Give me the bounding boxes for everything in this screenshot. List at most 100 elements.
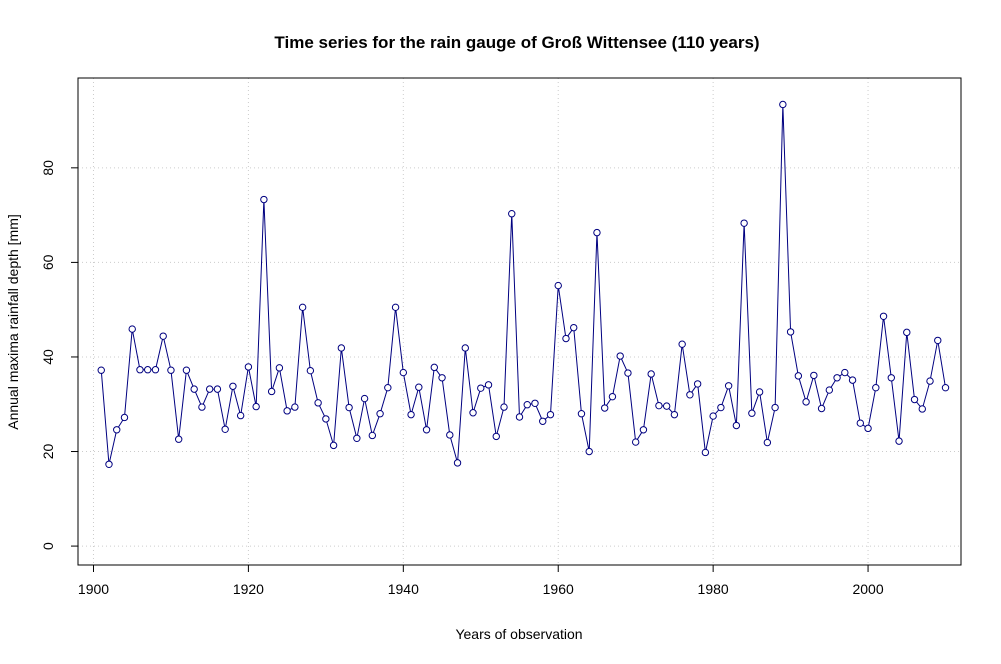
data-point xyxy=(337,344,346,352)
data-point xyxy=(120,413,129,422)
data-point xyxy=(732,421,741,430)
data-point xyxy=(353,434,361,442)
x-tick-label: 1900 xyxy=(78,581,109,597)
data-point xyxy=(500,403,508,411)
data-point xyxy=(477,384,485,392)
data-point xyxy=(275,364,284,372)
data-point xyxy=(438,374,446,382)
y-tick-label: 60 xyxy=(40,254,56,270)
data-point xyxy=(755,388,764,396)
data-point xyxy=(577,409,586,418)
data-point xyxy=(236,411,245,420)
data-point xyxy=(724,382,733,390)
data-point xyxy=(779,100,787,109)
data-point xyxy=(229,382,237,390)
data-point xyxy=(763,438,772,447)
data-point xyxy=(686,391,694,399)
data-point xyxy=(717,403,725,412)
data-point xyxy=(701,448,710,457)
x-axis-label: Years of observation xyxy=(455,626,582,642)
data-point xyxy=(531,399,539,407)
data-point xyxy=(879,312,888,320)
data-point xyxy=(786,328,795,336)
data-point xyxy=(825,386,834,394)
data-point xyxy=(329,441,338,450)
data-point xyxy=(461,344,469,352)
data-point xyxy=(771,403,779,412)
y-tick-label: 40 xyxy=(40,349,56,365)
data-point xyxy=(322,415,330,423)
data-point xyxy=(570,323,578,332)
x-tick-label: 1920 xyxy=(233,581,264,597)
data-point xyxy=(856,419,865,427)
x-axis: 1900 1920 1940 1960 1980 2000 xyxy=(78,565,884,597)
data-point xyxy=(399,368,408,377)
data-point xyxy=(887,374,895,382)
data-point xyxy=(709,412,717,420)
data-point xyxy=(182,366,191,374)
data-point xyxy=(391,303,400,312)
y-tick-label: 0 xyxy=(40,542,56,550)
plot-box xyxy=(77,77,962,566)
data-point xyxy=(895,437,903,445)
data-point xyxy=(554,281,562,290)
data-point xyxy=(144,366,152,374)
data-point xyxy=(810,371,818,380)
data-point xyxy=(918,405,926,413)
data-point xyxy=(608,392,617,401)
data-point xyxy=(136,366,144,374)
data-point xyxy=(252,402,260,411)
data-point xyxy=(601,404,609,412)
data-point xyxy=(368,431,377,440)
data-point xyxy=(291,403,299,411)
data-point xyxy=(492,432,500,441)
data-point xyxy=(167,366,175,374)
y-axis-label: Annual maxima rainfall depth [mm] xyxy=(5,214,21,430)
data-point xyxy=(926,377,934,385)
data-point xyxy=(639,426,648,434)
data-point xyxy=(128,325,136,333)
x-tick-label: 1980 xyxy=(698,581,729,597)
data-point xyxy=(415,383,423,391)
data-point xyxy=(748,409,756,417)
data-point xyxy=(864,424,872,433)
data-point xyxy=(376,409,384,418)
data-point xyxy=(174,435,183,443)
chart-title: Time series for the rain gauge of Groß W… xyxy=(274,33,759,52)
data-point xyxy=(508,209,516,218)
x-tick-label: 1940 xyxy=(388,581,419,597)
data-point xyxy=(515,413,524,421)
data-point xyxy=(190,385,198,393)
series-line xyxy=(100,104,947,465)
data-point xyxy=(360,394,369,403)
data-point xyxy=(802,398,810,406)
data-point xyxy=(546,410,555,419)
data-point xyxy=(97,366,105,374)
data-point xyxy=(221,425,229,434)
data-point xyxy=(872,383,880,392)
data-point xyxy=(469,409,477,417)
data-point xyxy=(283,407,291,415)
data-point xyxy=(662,402,671,410)
y-tick-label: 80 xyxy=(40,160,56,176)
data-point xyxy=(105,460,113,468)
data-point xyxy=(934,336,942,345)
data-point xyxy=(430,363,438,372)
series-plot xyxy=(97,100,950,468)
grid xyxy=(78,78,961,565)
data-point xyxy=(903,328,911,337)
data-point xyxy=(267,387,276,396)
data-point xyxy=(585,447,593,456)
data-point xyxy=(624,369,632,377)
data-point xyxy=(159,332,167,340)
data-point xyxy=(794,372,803,380)
data-point xyxy=(198,403,206,411)
data-point xyxy=(740,219,748,227)
data-point xyxy=(678,340,686,348)
x-tick-label: 1960 xyxy=(543,581,574,597)
data-point xyxy=(647,370,655,378)
data-point xyxy=(113,426,121,434)
data-point xyxy=(670,410,679,419)
y-axis: 0 20 40 60 80 xyxy=(40,160,78,550)
